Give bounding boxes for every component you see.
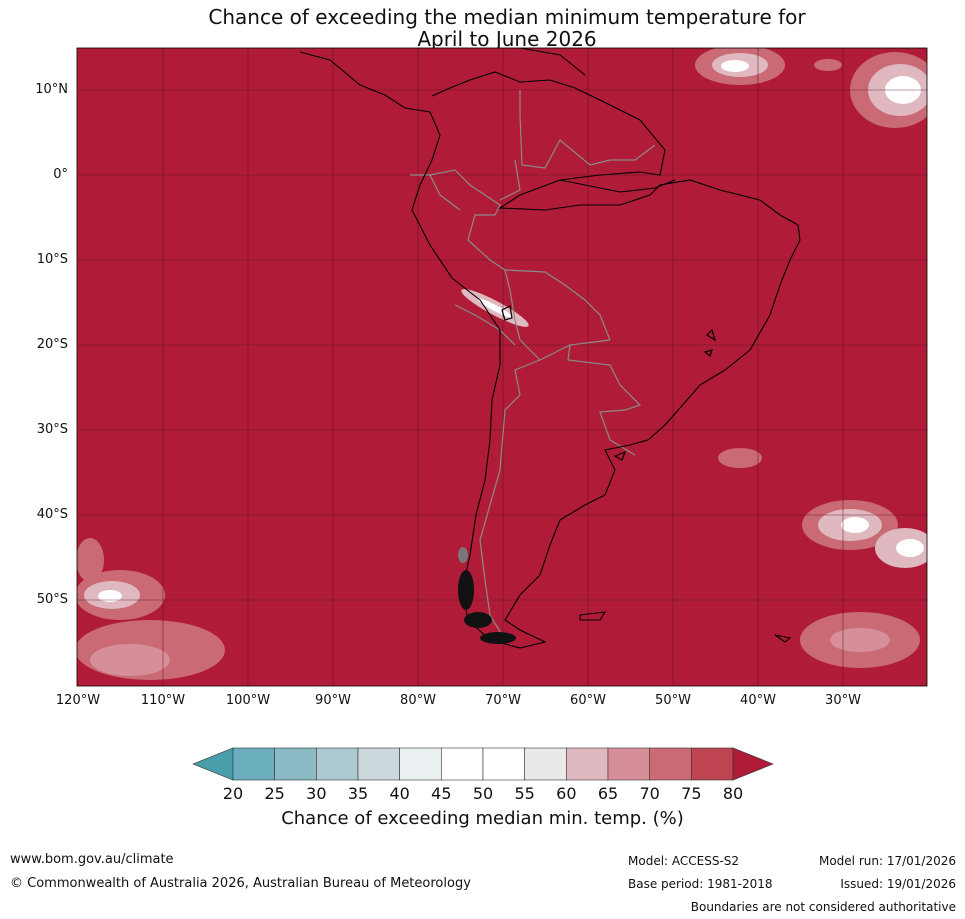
colorbar-bin [649,747,692,781]
colorbar-extend-high [732,747,774,781]
colorbar-tick-label: 70 [639,784,660,803]
colorbar-tick-label: 55 [514,784,535,803]
colorbar-bin [691,747,734,781]
colorbar-tick-label: 25 [264,784,285,803]
colorbar-bin [566,747,609,781]
colorbar-bin [232,747,275,781]
colorbar-tick-label: 80 [722,784,744,803]
colorbar-tick-label: 30 [306,784,327,803]
lon-label-100w: 100°W [225,693,271,708]
lon-label-50w: 50°W [655,693,691,708]
footer-model-run: Model run: 17/01/2026 [818,854,956,868]
colorbar-bin [357,747,400,781]
patagonia-islands [458,547,516,644]
map-frame [76,47,928,687]
colorbar-bin [482,747,525,781]
lon-label-120w: 120°W [55,693,101,708]
map-background [77,48,927,686]
footer-model: Model: ACCESS-S2 [628,854,740,868]
lat-label-10n: 10°N [35,82,68,97]
map-title-line1: Chance of exceeding the median minimum t… [208,5,806,29]
colorbar-tick-label: 60 [556,784,577,803]
colorbar-title: Chance of exceeding median min. temp. (%… [281,808,684,829]
graticule [77,48,927,686]
map-title-line2: April to June 2026 [417,27,597,51]
lon-label-110w: 110°W [140,693,186,708]
colorbar-tick-label: 65 [597,784,619,803]
lat-label-40s: 40°S [36,507,68,522]
footer-disclaimer: Boundaries are not considered authoritat… [690,900,956,914]
lon-label-30w: 30°W [825,693,861,708]
colorbar-bin [441,747,484,781]
colorbar-tick-label: 75 [681,784,702,803]
lon-label-70w: 70°W [485,693,521,708]
colorbar-tick-label: 45 [431,784,452,803]
colorbar-bin [274,747,317,781]
colorbar [192,747,774,781]
colorbar-bin [399,747,442,781]
coastline [299,48,801,649]
lat-label-0: 0° [53,167,68,182]
country-borders [410,90,656,641]
colorbar-tick-label: 40 [389,784,410,803]
footer-issued: Issued: 19/01/2026 [840,877,956,891]
footer-website[interactable]: www.bom.gov.au/climate [10,852,174,867]
lat-label-10s: 10°S [36,252,68,267]
colorbar-tick-label: 20 [222,784,244,803]
lat-label-20s: 20°S [36,337,68,352]
footer-base-period: Base period: 1981-2018 [628,877,773,891]
lat-label-50s: 50°S [36,592,68,607]
lat-label-30s: 30°S [36,422,68,437]
footer-copyright: © Commonwealth of Australia 2026, Austra… [10,876,471,891]
colorbar-bin [607,747,650,781]
colorbar-bin [316,747,359,781]
colorbar-extend-low [192,747,234,781]
lon-label-90w: 90°W [315,693,351,708]
lon-label-60w: 60°W [570,693,606,708]
colorbar-tick-label: 35 [347,784,369,803]
colorbar-bin [524,747,567,781]
lakes [501,305,717,461]
colorbar-tick-label: 50 [472,784,494,803]
lon-label-40w: 40°W [740,693,776,708]
lon-label-80w: 80°W [400,693,436,708]
